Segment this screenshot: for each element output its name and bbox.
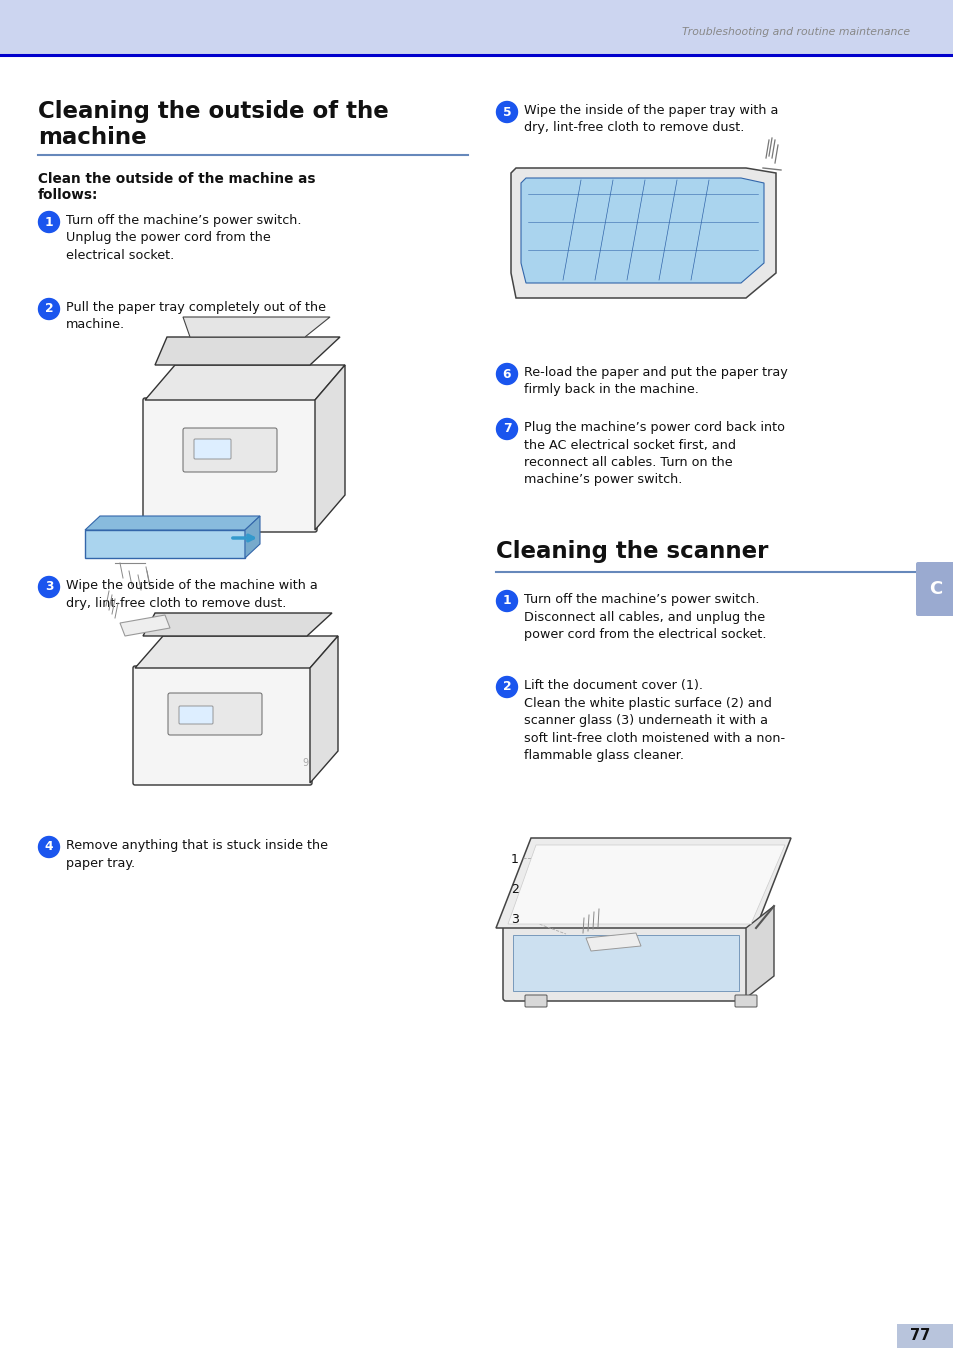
Polygon shape bbox=[310, 636, 337, 783]
FancyBboxPatch shape bbox=[896, 1324, 953, 1348]
Text: 7: 7 bbox=[502, 422, 511, 435]
Text: Clean the outside of the machine as: Clean the outside of the machine as bbox=[38, 173, 315, 186]
Text: 5: 5 bbox=[502, 105, 511, 119]
Text: Cleaning the scanner: Cleaning the scanner bbox=[496, 541, 767, 563]
Text: 1: 1 bbox=[45, 216, 53, 229]
FancyBboxPatch shape bbox=[143, 398, 316, 532]
Polygon shape bbox=[145, 365, 345, 400]
Polygon shape bbox=[745, 906, 773, 998]
Text: Pull the paper tray completely out of the
machine.: Pull the paper tray completely out of th… bbox=[66, 301, 326, 332]
Circle shape bbox=[496, 418, 517, 439]
Text: 6: 6 bbox=[502, 368, 511, 380]
Text: Troubleshooting and routine maintenance: Troubleshooting and routine maintenance bbox=[681, 27, 909, 36]
Polygon shape bbox=[154, 337, 339, 365]
FancyBboxPatch shape bbox=[513, 936, 739, 991]
FancyBboxPatch shape bbox=[168, 693, 262, 735]
Text: 3: 3 bbox=[45, 581, 53, 593]
FancyBboxPatch shape bbox=[132, 666, 312, 785]
Polygon shape bbox=[496, 838, 790, 927]
Text: 1: 1 bbox=[502, 594, 511, 608]
Circle shape bbox=[38, 837, 59, 857]
Text: Wipe the inside of the paper tray with a
dry, lint-free cloth to remove dust.: Wipe the inside of the paper tray with a… bbox=[523, 104, 778, 135]
Polygon shape bbox=[245, 516, 260, 558]
Polygon shape bbox=[314, 365, 345, 530]
Text: 77: 77 bbox=[909, 1329, 929, 1344]
Text: C: C bbox=[928, 580, 942, 599]
Polygon shape bbox=[143, 613, 332, 636]
Polygon shape bbox=[85, 516, 260, 530]
Polygon shape bbox=[183, 317, 330, 337]
Text: machine: machine bbox=[38, 125, 147, 150]
FancyBboxPatch shape bbox=[0, 0, 953, 55]
Circle shape bbox=[496, 677, 517, 697]
FancyBboxPatch shape bbox=[193, 439, 231, 460]
Text: Lift the document cover (1).
Clean the white plastic surface (2) and
scanner gla: Lift the document cover (1). Clean the w… bbox=[523, 679, 784, 762]
Text: 2: 2 bbox=[45, 302, 53, 315]
Text: 2: 2 bbox=[502, 681, 511, 693]
Circle shape bbox=[496, 364, 517, 384]
Circle shape bbox=[38, 298, 59, 319]
Polygon shape bbox=[511, 168, 775, 298]
Text: Turn off the machine’s power switch.
Unplug the power cord from the
electrical s: Turn off the machine’s power switch. Unp… bbox=[66, 214, 301, 262]
Text: Plug the machine’s power cord back into
the AC electrical socket first, and
reco: Plug the machine’s power cord back into … bbox=[523, 421, 784, 487]
Text: Remove anything that is stuck inside the
paper tray.: Remove anything that is stuck inside the… bbox=[66, 838, 328, 869]
Polygon shape bbox=[85, 530, 245, 558]
Polygon shape bbox=[135, 636, 337, 669]
Polygon shape bbox=[120, 615, 170, 636]
Text: 1: 1 bbox=[511, 853, 518, 865]
Text: 3: 3 bbox=[511, 913, 518, 926]
FancyBboxPatch shape bbox=[179, 706, 213, 724]
Polygon shape bbox=[507, 845, 784, 923]
Text: Cleaning the outside of the: Cleaning the outside of the bbox=[38, 100, 388, 123]
Circle shape bbox=[38, 577, 59, 597]
FancyBboxPatch shape bbox=[915, 562, 953, 616]
Circle shape bbox=[496, 101, 517, 123]
Polygon shape bbox=[585, 933, 640, 950]
Text: follows:: follows: bbox=[38, 187, 98, 202]
Text: Turn off the machine’s power switch.
Disconnect all cables, and unplug the
power: Turn off the machine’s power switch. Dis… bbox=[523, 593, 765, 642]
FancyBboxPatch shape bbox=[502, 925, 748, 1002]
Circle shape bbox=[38, 212, 59, 232]
Text: 9: 9 bbox=[301, 758, 308, 768]
Circle shape bbox=[496, 590, 517, 612]
Text: Wipe the outside of the machine with a
dry, lint-free cloth to remove dust.: Wipe the outside of the machine with a d… bbox=[66, 580, 317, 609]
FancyBboxPatch shape bbox=[183, 429, 276, 472]
FancyBboxPatch shape bbox=[734, 995, 757, 1007]
Text: 4: 4 bbox=[45, 841, 53, 853]
Text: 2: 2 bbox=[511, 883, 518, 896]
Text: Re-load the paper and put the paper tray
firmly back in the machine.: Re-load the paper and put the paper tray… bbox=[523, 367, 787, 396]
FancyBboxPatch shape bbox=[524, 995, 546, 1007]
Polygon shape bbox=[520, 178, 763, 283]
